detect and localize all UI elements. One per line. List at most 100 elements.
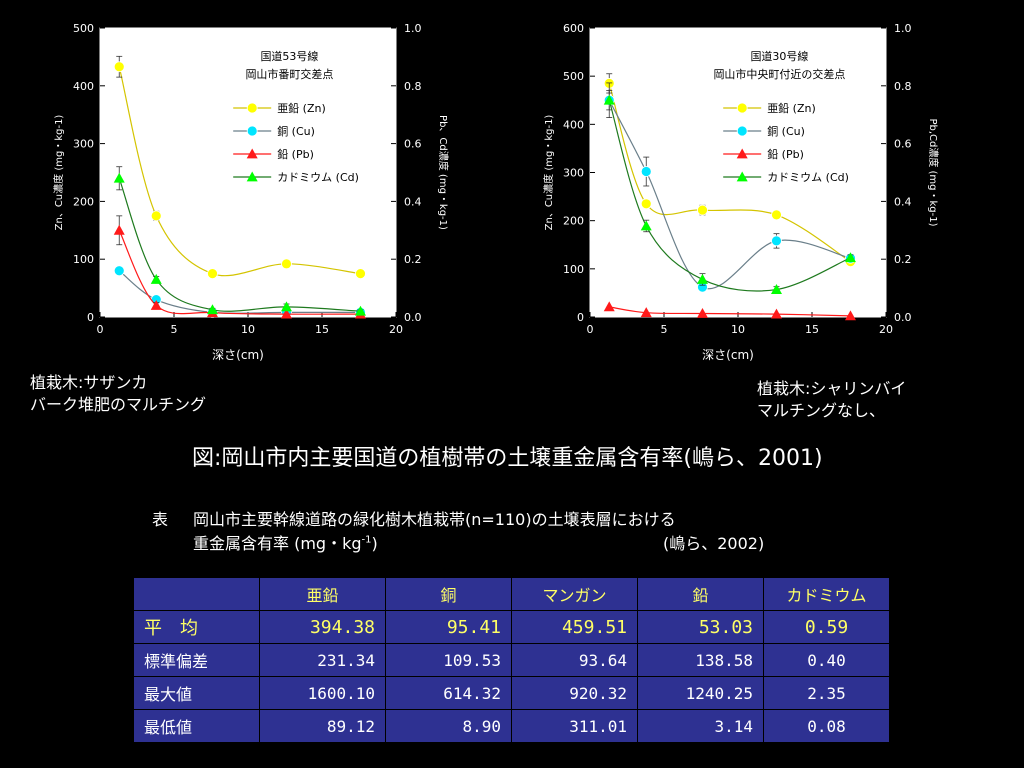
x-axis-label: 深さ(cm) [212, 348, 264, 362]
chart-route30: 0 5 10 15 2001002003004005006000.00.20.40.60… [542, 22, 940, 362]
data-point [354, 305, 366, 316]
data-point [150, 299, 162, 310]
legend-marker [736, 148, 748, 159]
y-left-tick-label: 500 [73, 22, 94, 35]
data-point [113, 224, 125, 235]
x-tick-label: 15 [315, 323, 329, 336]
legend-label: 銅 (Cu) [767, 124, 805, 138]
table-caption-line2-end: ) [371, 534, 378, 553]
note-right-line2: マルチングなし、 [757, 401, 886, 420]
y-right-tick-label: 0.2 [404, 253, 422, 266]
y-right-tick-label: 0.8 [894, 80, 912, 93]
table-cell: 89.12 [259, 709, 386, 743]
table-row-label: 最低値 [133, 709, 260, 743]
data-point [150, 210, 162, 222]
x-tick-label: 5 [661, 323, 668, 336]
table-row-label: 最大値 [133, 676, 260, 710]
y-left-tick-label: 500 [563, 70, 584, 83]
note-right: 植栽木:シャリンバイ マルチングなし、 [757, 378, 906, 422]
data-point [281, 258, 292, 270]
legend-marker [736, 171, 748, 182]
data-point [206, 304, 218, 315]
series-line [118, 66, 361, 277]
y-left-tick-label: 100 [73, 253, 94, 266]
y-left-tick-label: 200 [73, 195, 94, 208]
y-right-tick-label: 0.6 [404, 138, 422, 151]
table-cell: 1600.10 [259, 676, 386, 710]
data-point [640, 198, 652, 210]
table-caption-prefix: 表 [152, 510, 169, 529]
data-point [603, 94, 615, 105]
figure-caption: 図:岡山市内主要国道の植樹帯の土壌重金属含有率(嶋ら、2001) [192, 446, 823, 471]
data-point [640, 220, 652, 231]
legend-marker [246, 148, 258, 159]
x-tick-label: 20 [389, 323, 403, 336]
legend-label: カドミウム (Cd) [277, 171, 359, 184]
table-row: 最低値 89.12 8.90 311.01 3.14 0.08 [133, 709, 890, 743]
table-cell: 138.58 [637, 643, 764, 677]
data-point [113, 265, 125, 277]
table-header-cell: カドミウム [763, 577, 890, 611]
y-right-tick-label: 1.0 [894, 22, 912, 35]
chart-route53: 0 5 10 15 2001002003004005000.00.20.40.60.81… [52, 22, 450, 362]
data-point [280, 301, 292, 312]
table-citation: (嶋ら、2002) [663, 534, 765, 553]
y-left-tick-label: 600 [563, 22, 584, 35]
y-right-tick-label: 0.8 [404, 80, 422, 93]
table-cell: 459.51 [511, 610, 638, 644]
table-cell: 231.34 [259, 643, 386, 677]
table-row: 最大値 1600.10 614.32 920.32 1240.25 2.35 [133, 676, 890, 710]
y-left-axis-label: Zn、Cu濃度 (mg・kg-1) [52, 115, 65, 231]
plot-area [589, 27, 887, 318]
table-cell: 0.59 [763, 610, 890, 644]
data-point [696, 273, 708, 284]
table-caption-line2: 重金属含有率 (mg・kg-1) [193, 530, 378, 554]
table-cell: 0.40 [763, 643, 890, 677]
table-cell: 0.08 [763, 709, 890, 743]
y-right-tick-label: 0.4 [894, 195, 912, 208]
table-cell: 3.14 [637, 709, 764, 743]
y-left-axis-label: Zn、Cu濃度 (mg・kg-1) [542, 115, 555, 231]
table-row: 標準偏差 231.34 109.53 93.64 138.58 0.40 [133, 643, 890, 677]
legend-label: 銅 (Cu) [277, 124, 315, 138]
note-left-line1: 植栽木:サザンカ [30, 373, 148, 392]
x-tick-label: 5 [171, 323, 178, 336]
data-point [696, 308, 708, 318]
data-point [697, 204, 708, 216]
note-right-line1: 植栽木:シャリンバイ [757, 379, 907, 398]
table-header-row: 亜鉛 銅 マンガン 鉛 カドミウム [133, 577, 890, 611]
data-point [770, 308, 782, 319]
x-tick-label: 0 [97, 323, 104, 336]
x-tick-label: 10 [731, 323, 745, 336]
table-cell: 53.03 [637, 610, 764, 644]
table-header-cell: 鉛 [637, 577, 764, 611]
legend-label: 鉛 (Pb) [767, 147, 804, 161]
chart-title-line: 岡山市中央町付近の交差点 [713, 67, 845, 81]
y-left-tick-label: 0 [87, 311, 94, 324]
table-row: 平 均 394.38 95.41 459.51 53.03 0.59 [133, 610, 890, 644]
legend-marker [246, 102, 258, 114]
y-right-tick-label: 0.2 [894, 253, 912, 266]
table-caption-line2-text: 重金属含有率 (mg・kg [193, 534, 362, 553]
y-left-tick-label: 400 [73, 80, 94, 93]
y-right-axis-label: Pb、Cd濃度 (mg・kg-1) [437, 115, 450, 230]
table-cell: 2.35 [763, 676, 890, 710]
note-left: 植栽木:サザンカ バーク堆肥のマルチング [30, 372, 206, 416]
y-right-tick-label: 0.0 [404, 311, 422, 324]
y-right-axis-label: Pb,Cd濃度 (mg・kg-1) [927, 118, 940, 226]
x-tick-label: 0 [587, 323, 594, 336]
x-tick-label: 20 [879, 323, 893, 336]
data-point [113, 172, 125, 183]
table-cell: 1240.25 [637, 676, 764, 710]
data-point [844, 310, 856, 321]
note-left-line2: バーク堆肥のマルチング [30, 395, 207, 414]
chart-title-line: 国道53号線 [260, 49, 318, 63]
y-right-tick-label: 0.6 [894, 138, 912, 151]
chart-title-line: 国道30号線 [750, 49, 808, 63]
metals-table: 亜鉛 銅 マンガン 鉛 カドミウム 平 均 394.38 95.41 459.5… [133, 577, 890, 743]
table-header-cell: マンガン [511, 577, 638, 611]
table-cell: 109.53 [385, 643, 512, 677]
legend-marker [246, 171, 258, 182]
table-header-cell: 銅 [385, 577, 512, 611]
legend-label: 亜鉛 (Zn) [767, 101, 816, 115]
